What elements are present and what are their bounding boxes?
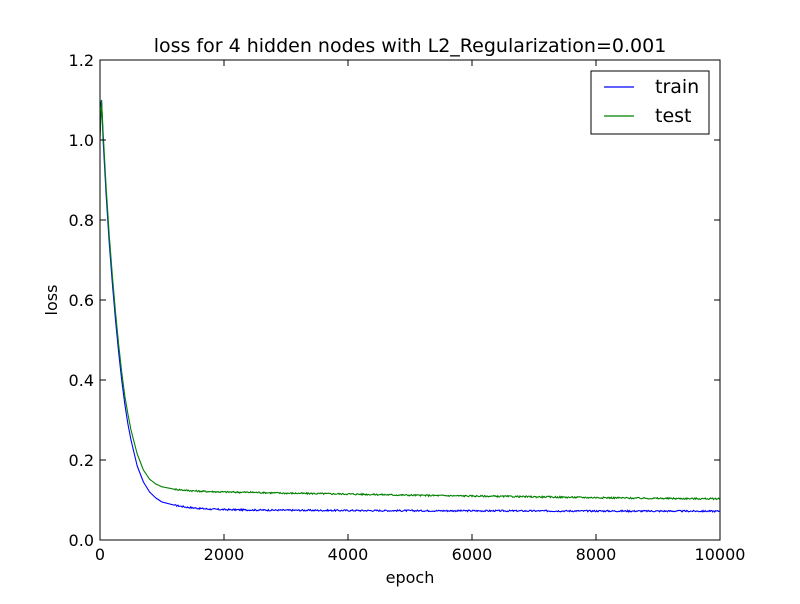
series-line-test bbox=[100, 99, 720, 501]
legend-label-train: train bbox=[655, 76, 699, 98]
legend-label-test: test bbox=[655, 105, 692, 127]
y-tick-label: 0.6 bbox=[69, 291, 94, 310]
y-tick-label: 0.4 bbox=[69, 371, 94, 390]
x-tick-label: 0 bbox=[95, 545, 105, 564]
y-axis-label: loss bbox=[42, 285, 61, 316]
plot-area: 0 2000 4000 6000 8000 10000 0.0 0.2 0.4 0.6 0.8 1.0… bbox=[69, 51, 746, 564]
x-tick-label: 8000 bbox=[576, 545, 617, 564]
y-tick-label: 1.0 bbox=[69, 131, 94, 150]
y-tick-label: 0.2 bbox=[69, 451, 94, 470]
y-tick-label: 1.2 bbox=[69, 51, 94, 70]
legend: train test bbox=[590, 70, 710, 135]
legend-box bbox=[590, 70, 710, 135]
chart-title: loss for 4 hidden nodes with L2_Regulari… bbox=[154, 35, 667, 57]
x-tick-label: 2000 bbox=[204, 545, 245, 564]
x-axis-label: epoch bbox=[386, 568, 435, 587]
y-tick-label: 0.0 bbox=[69, 531, 94, 550]
x-tick-label: 6000 bbox=[452, 545, 493, 564]
series-line-train bbox=[100, 99, 720, 513]
x-tick-label: 10000 bbox=[695, 545, 746, 564]
x-tick-label: 4000 bbox=[328, 545, 369, 564]
y-tick-label: 0.8 bbox=[69, 211, 94, 230]
plot-background bbox=[100, 60, 720, 540]
